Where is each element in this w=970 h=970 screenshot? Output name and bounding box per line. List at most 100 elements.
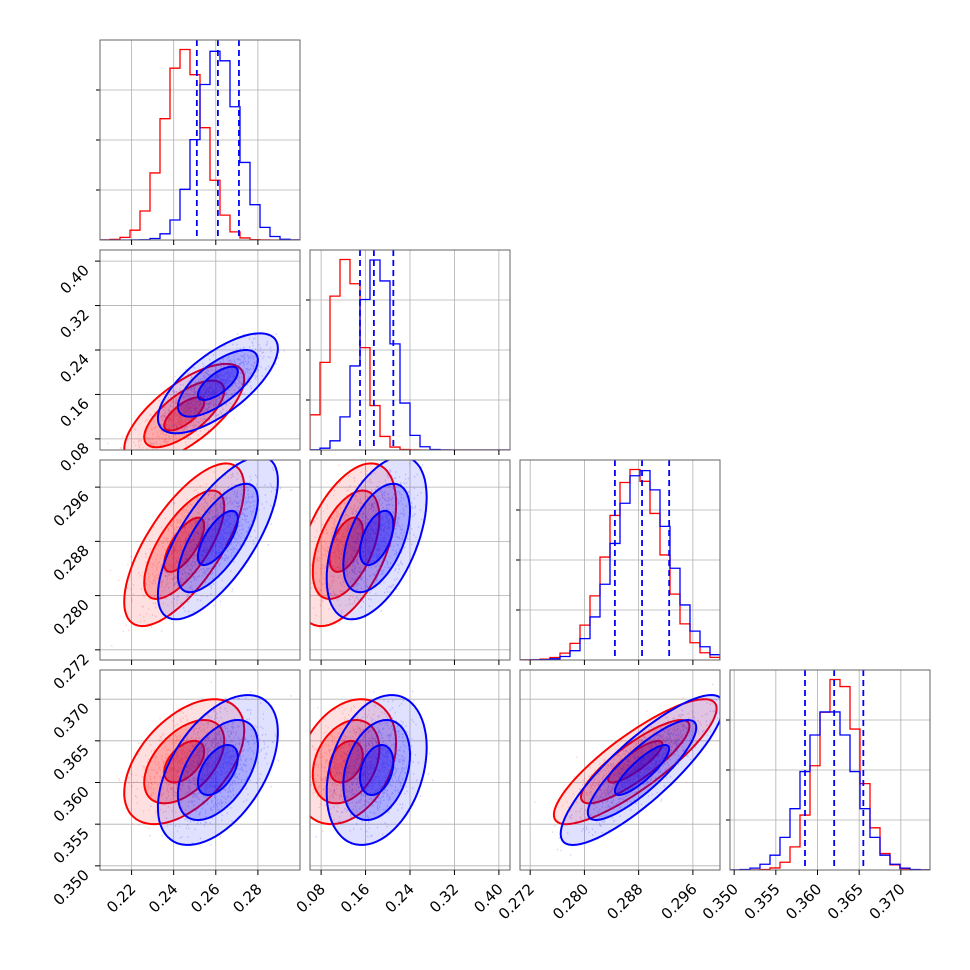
contour-line-series-1 bbox=[358, 744, 395, 796]
contour-line-series-0 bbox=[143, 489, 226, 601]
contour-fill-series-0 bbox=[144, 490, 225, 599]
contour-line-series-0 bbox=[552, 698, 718, 826]
grid-lines bbox=[310, 250, 510, 450]
y-tick-label: 0.24 bbox=[56, 350, 92, 386]
x-tick-label: 0.296 bbox=[658, 880, 701, 923]
contour-fill-series-0 bbox=[124, 363, 245, 450]
contour-line-series-0 bbox=[311, 489, 381, 601]
contour-fill-series-1 bbox=[326, 460, 427, 620]
contour-line-series-1 bbox=[176, 482, 259, 594]
contour-line-series-1 bbox=[156, 460, 279, 621]
x-tick-label: 0.355 bbox=[741, 880, 784, 923]
contour-fill-series-1 bbox=[157, 333, 278, 434]
panel-1-0 bbox=[107, 331, 285, 450]
y-tick-label: 0.280 bbox=[50, 596, 93, 639]
contour-fill-series-1 bbox=[177, 720, 258, 820]
contour-line-series-1 bbox=[342, 719, 412, 821]
x-tick-label: 0.280 bbox=[549, 880, 592, 923]
x-tick-label: 0.365 bbox=[824, 880, 867, 923]
grid-lines bbox=[520, 460, 720, 660]
contour-fill-series-1 bbox=[157, 460, 278, 620]
histogram-series-1 bbox=[520, 469, 720, 660]
contour-line-series-1 bbox=[196, 509, 239, 567]
contour-fill-series-0 bbox=[164, 397, 205, 431]
panel-3-2 bbox=[534, 683, 720, 856]
panel-frame bbox=[99, 39, 301, 241]
y-tick-label: 0.272 bbox=[50, 650, 93, 693]
panel-2-0 bbox=[109, 460, 292, 647]
y-tick-label: 0.288 bbox=[50, 541, 93, 584]
histogram-series-0 bbox=[100, 48, 300, 240]
panel-frame bbox=[519, 459, 721, 661]
grid-lines bbox=[100, 250, 300, 450]
x-tick-label: 0.28 bbox=[229, 880, 265, 916]
contour-line-series-0 bbox=[607, 739, 664, 784]
y-tick-label: 0.370 bbox=[50, 699, 93, 742]
x-tick-label: 0.24 bbox=[381, 880, 417, 916]
contour-line-series-1 bbox=[358, 509, 395, 567]
contour-line-series-1 bbox=[156, 694, 279, 846]
contour-fill-series-1 bbox=[177, 483, 258, 593]
panel-3-1 bbox=[310, 690, 434, 846]
contour-fill-series-1 bbox=[197, 366, 238, 400]
x-tick-label: 0.272 bbox=[495, 880, 538, 923]
contour-line-series-1 bbox=[325, 694, 428, 846]
contour-fill-series-1 bbox=[177, 350, 258, 417]
y-tick-label: 0.355 bbox=[50, 824, 93, 867]
y-tick-label: 0.32 bbox=[56, 306, 92, 342]
contour-fill-series-1 bbox=[560, 695, 720, 845]
contour-fill-series-1 bbox=[197, 510, 238, 566]
x-tick-label: 0.370 bbox=[866, 880, 909, 923]
x-tick-label: 0.22 bbox=[103, 880, 139, 916]
contour-fill-series-0 bbox=[310, 463, 397, 627]
grid-lines bbox=[310, 670, 510, 870]
contour-line-series-0 bbox=[579, 718, 691, 805]
y-tick-label: 0.16 bbox=[56, 395, 92, 431]
x-tick-label: 0.26 bbox=[187, 880, 223, 916]
panel-frame bbox=[99, 669, 301, 871]
scatter-series-1 bbox=[153, 462, 292, 618]
contour-line-series-1 bbox=[176, 719, 259, 821]
x-tick-label: 0.08 bbox=[293, 880, 329, 916]
contour-fill-series-1 bbox=[360, 745, 394, 795]
panel-2-1 bbox=[310, 460, 428, 629]
contour-fill-series-1 bbox=[343, 720, 410, 820]
contour-line-series-0 bbox=[123, 362, 246, 450]
y-tick-label: 0.360 bbox=[50, 783, 93, 826]
x-tick-label: 0.32 bbox=[426, 880, 462, 916]
panel-frame bbox=[519, 669, 721, 871]
histogram-series-1 bbox=[730, 711, 930, 870]
contour-line-series-1 bbox=[342, 482, 412, 594]
y-tick-label: 0.40 bbox=[56, 261, 92, 297]
contour-fill-series-1 bbox=[326, 695, 427, 845]
contour-line-series-1 bbox=[586, 718, 698, 822]
x-tick-label: 0.350 bbox=[699, 880, 742, 923]
contour-line-series-1 bbox=[196, 365, 239, 401]
grid-lines bbox=[730, 670, 930, 870]
x-tick-label: 0.360 bbox=[782, 880, 825, 923]
contour-line-series-0 bbox=[163, 396, 206, 432]
contour-line-series-1 bbox=[559, 693, 720, 847]
contour-fill-series-1 bbox=[360, 510, 394, 566]
y-tick-label: 0.350 bbox=[50, 866, 93, 909]
y-tick-label: 0.296 bbox=[50, 487, 93, 530]
contour-line-series-1 bbox=[325, 460, 428, 621]
scatter-series-1 bbox=[329, 462, 425, 620]
contour-line-series-1 bbox=[613, 743, 671, 797]
panel-frame bbox=[729, 669, 931, 871]
contour-fill-series-1 bbox=[614, 745, 670, 795]
y-tick-label: 0.08 bbox=[56, 439, 92, 475]
contour-line-series-1 bbox=[196, 744, 239, 796]
x-tick-label: 0.16 bbox=[337, 880, 373, 916]
x-tick-label: 0.288 bbox=[603, 880, 646, 923]
contour-line-series-0 bbox=[310, 462, 398, 628]
y-tick-label: 0.365 bbox=[50, 741, 93, 784]
contour-line-series-0 bbox=[143, 718, 226, 805]
contour-fill-series-1 bbox=[587, 720, 697, 820]
contour-line-series-1 bbox=[156, 332, 279, 435]
contour-line-series-0 bbox=[143, 379, 226, 449]
contour-line-series-0 bbox=[123, 462, 246, 628]
contour-line-series-0 bbox=[123, 698, 246, 826]
histogram-series-0 bbox=[730, 678, 930, 870]
